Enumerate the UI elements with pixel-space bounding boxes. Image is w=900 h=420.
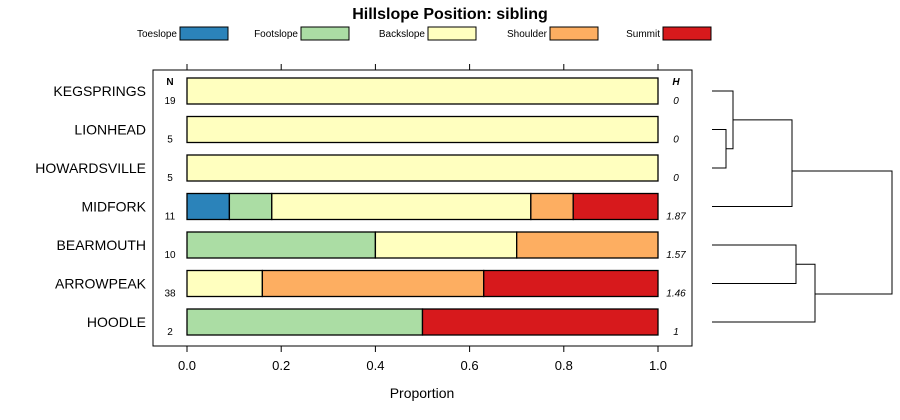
- bar-segment-6-1: [186, 308, 424, 336]
- dendrogram-branch-0: [712, 129, 727, 169]
- bar-segment-5-4: [483, 269, 659, 298]
- legend-label-3: Shoulder: [507, 29, 548, 40]
- bar-segment-1-2: [186, 115, 659, 144]
- legend-label-2: Backslope: [379, 29, 426, 40]
- bar-segment-4-3: [516, 231, 659, 259]
- n-value-0: 19: [164, 96, 176, 107]
- row-label-6: HOODLE: [87, 314, 146, 330]
- row-label-2: HOWARDSVILLE: [35, 160, 146, 176]
- x-tick-label-1: 0.2: [272, 358, 290, 373]
- dendrogram-branch-4: [712, 263, 816, 323]
- h-value-4: 1.57: [666, 250, 686, 261]
- n-value-6: 2: [167, 327, 173, 338]
- h-value-3: 1.87: [666, 212, 686, 223]
- chart-title: Hillslope Position: sibling: [352, 6, 548, 23]
- dendrogram: [712, 90, 893, 323]
- n-header: N: [166, 77, 173, 88]
- x-tick-label-0: 0.0: [178, 358, 196, 373]
- bar-segment-5-3: [261, 269, 485, 298]
- row-label-4: BEARMOUTH: [57, 237, 146, 253]
- h-value-2: 0: [673, 173, 679, 184]
- x-axis-label: Proportion: [390, 385, 455, 401]
- legend: Toeslope Footslope Backslope Shoulder Summit: [137, 26, 712, 41]
- bar-segment-5-2: [186, 269, 264, 298]
- x-axis: 0.0 0.2 0.4 0.6 0.8 1.0: [178, 64, 667, 373]
- legend-label-0: Toeslope: [137, 29, 177, 40]
- bar-segment-3-2: [271, 192, 532, 221]
- h-value-5: 1.46: [666, 289, 686, 300]
- row-label-0: KEGSPRINGS: [53, 83, 146, 99]
- legend-label-1: Footslope: [254, 29, 298, 40]
- bar-segment-3-0: [186, 192, 231, 221]
- bar-rows: KEGSPRINGS 19 0 LIONHEAD 5 0 HOWARDSVILLE 5 0 MID…: [35, 77, 686, 338]
- bar-segment-2-2: [186, 154, 659, 182]
- legend-swatch-2: [427, 26, 477, 41]
- bar-segment-3-4: [572, 192, 659, 221]
- legend-swatch-0: [179, 26, 229, 41]
- legend-swatch-1: [300, 26, 350, 41]
- x-tick-label-4: 0.8: [555, 358, 573, 373]
- n-value-2: 5: [167, 173, 173, 184]
- legend-swatch-4: [662, 26, 712, 41]
- n-value-4: 10: [164, 250, 176, 261]
- row-label-3: MIDFORK: [81, 199, 146, 215]
- plot-panel: [152, 69, 693, 347]
- bar-segment-0-2: [186, 77, 659, 105]
- bar-segment-3-1: [228, 192, 273, 221]
- row-label-5: ARROWPEAK: [55, 276, 147, 292]
- h-value-0: 0: [673, 96, 679, 107]
- x-tick-label-3: 0.6: [461, 358, 479, 373]
- bar-segment-3-3: [530, 192, 574, 221]
- dendrogram-branch-2: [712, 119, 793, 207]
- h-header: H: [672, 77, 680, 88]
- row-label-1: LIONHEAD: [74, 122, 146, 138]
- legend-swatch-3: [549, 26, 599, 41]
- n-value-3: 11: [165, 212, 176, 223]
- dendrogram-branch-5: [792, 170, 893, 295]
- x-tick-label-5: 1.0: [649, 358, 667, 373]
- bar-segment-6-4: [421, 308, 659, 336]
- legend-label-4: Summit: [626, 29, 660, 40]
- h-value-6: 1: [673, 327, 679, 338]
- x-tick-label-2: 0.4: [366, 358, 384, 373]
- bar-segment-4-1: [186, 231, 377, 259]
- dendrogram-branch-1: [712, 90, 734, 150]
- n-value-5: 38: [164, 289, 176, 300]
- h-value-1: 0: [673, 135, 679, 146]
- bar-segment-4-2: [374, 231, 518, 259]
- n-value-1: 5: [167, 135, 173, 146]
- dendrogram-branch-3: [712, 244, 797, 284]
